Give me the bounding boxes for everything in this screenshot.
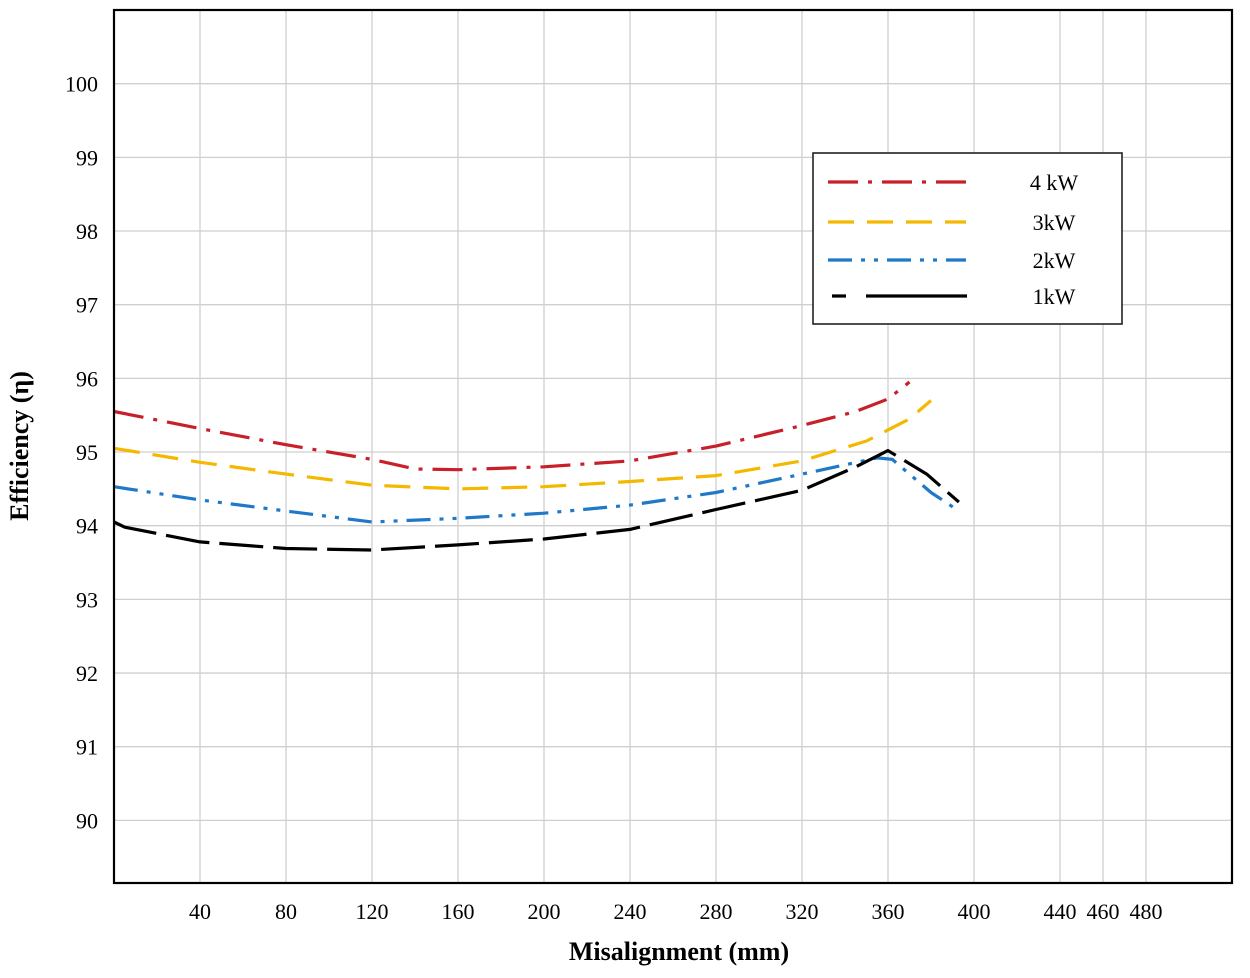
y-tick-label: 92	[76, 661, 98, 686]
x-tick-label: 400	[958, 899, 991, 924]
series-line-4kw	[113, 380, 911, 472]
y-axis-title: Efficiency (η)	[5, 371, 34, 521]
plot-frame	[112, 8, 1234, 885]
y-tick-label: 98	[76, 219, 98, 244]
x-axis-ticks: 40 80 120 160 200 240 280 320 360 400 440 460 480	[189, 899, 1163, 924]
x-tick-label: 80	[275, 899, 297, 924]
y-tick-label: 100	[65, 72, 98, 97]
legend-label: 3kW	[1033, 210, 1076, 235]
legend-label: 4 kW	[1030, 170, 1079, 195]
x-tick-label: 440	[1044, 899, 1077, 924]
y-tick-label: 95	[76, 440, 98, 465]
x-tick-label: 320	[786, 899, 819, 924]
legend-label: 2kW	[1033, 248, 1076, 273]
series-line-3kw	[113, 399, 933, 491]
legend-box	[812, 152, 1123, 325]
series-line-2kw	[113, 456, 960, 524]
legend: 4 kW 3kW 2kW 1kW	[812, 152, 1123, 325]
y-tick-label: 97	[76, 293, 98, 318]
legend-label: 1kW	[1033, 284, 1076, 309]
x-tick-label: 120	[356, 899, 389, 924]
series-lines	[113, 380, 960, 552]
x-tick-label: 460	[1087, 899, 1120, 924]
x-tick-label: 160	[442, 899, 475, 924]
x-tick-label: 480	[1130, 899, 1163, 924]
x-tick-label: 280	[700, 899, 733, 924]
y-axis-ticks: 90 91 92 93 94 95 96 97 98 99 100	[65, 72, 98, 834]
y-tick-label: 90	[76, 808, 98, 833]
y-tick-label: 99	[76, 145, 98, 170]
x-axis-title: Misalignment (mm)	[569, 937, 789, 966]
y-tick-label: 91	[76, 735, 98, 760]
series-line-1kw	[113, 449, 960, 552]
x-tick-label: 40	[189, 899, 211, 924]
x-tick-label: 200	[528, 899, 561, 924]
y-tick-label: 94	[76, 514, 98, 539]
x-tick-label: 240	[614, 899, 647, 924]
y-tick-label: 96	[76, 366, 98, 391]
y-tick-label: 93	[76, 587, 98, 612]
grid	[114, 10, 1232, 883]
x-tick-label: 360	[872, 899, 905, 924]
